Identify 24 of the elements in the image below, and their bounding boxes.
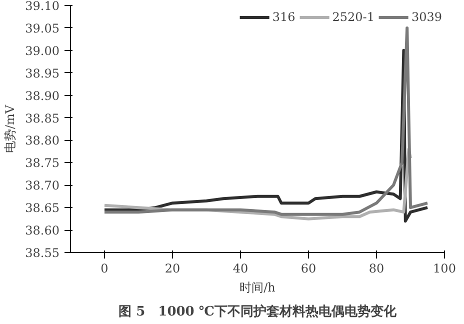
y-axis-title: 电势/mV xyxy=(3,104,18,154)
y-tick-label: 38.60 xyxy=(25,224,60,238)
legend-label: 2520-1 xyxy=(332,10,374,24)
x-tick-label: 20 xyxy=(164,262,180,276)
y-tick-label: 38.95 xyxy=(25,66,60,80)
text: 图 5 1000 ℃下不同护套材料热电偶电势变化 xyxy=(118,304,398,320)
y-tick-label: 39.00 xyxy=(25,44,60,58)
y-tick-label: 38.80 xyxy=(25,134,60,148)
x-tick-label: 60 xyxy=(300,262,316,276)
y-tick-label: 38.55 xyxy=(25,246,60,260)
legend-label: 316 xyxy=(272,10,296,24)
y-tick-label: 38.85 xyxy=(25,111,60,126)
y-tick-label: 39.05 xyxy=(25,21,60,36)
x-tick-label: 100 xyxy=(433,262,456,276)
y-tick-label: 38.70 xyxy=(25,178,60,193)
y-tick-label: 39.10 xyxy=(25,0,60,13)
y-tick-label: 38.90 xyxy=(25,88,60,103)
y-tick-label: 38.75 xyxy=(25,156,60,170)
x-axis-title: 时间/h xyxy=(240,280,276,294)
x-tick-label: 40 xyxy=(232,262,248,276)
x-tick-label: 80 xyxy=(368,262,384,276)
legend-label: 3039 xyxy=(411,10,442,24)
x-tick-label: 0 xyxy=(100,262,108,276)
y-tick-label: 38.65 xyxy=(25,201,60,216)
